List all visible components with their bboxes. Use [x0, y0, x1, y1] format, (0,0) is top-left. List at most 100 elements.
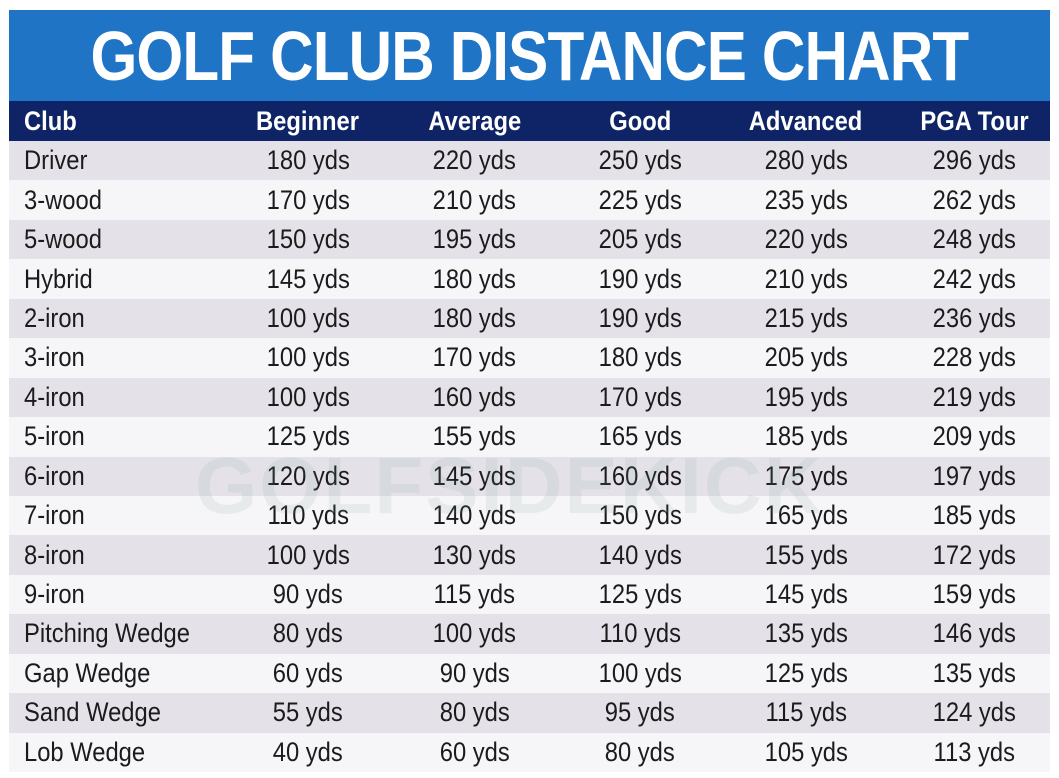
distance-cell: 180 yds — [571, 342, 709, 373]
distance-cell: 228 yds — [904, 342, 1044, 373]
cell-text: 120 yds — [266, 460, 350, 491]
distance-cell: 110 yds — [571, 618, 709, 649]
distance-cell: 195 yds — [711, 382, 901, 413]
cell-text: 160 yds — [598, 460, 682, 491]
cell-text: 155 yds — [432, 421, 517, 452]
distance-cell: 135 yds — [904, 658, 1044, 689]
table-row: 2-iron 100 yds 180 yds 190 yds 215 yds 236 yd… — [9, 298, 1050, 339]
table-row: 4-iron 100 yds 160 yds 170 yds 195 yds 219 yd… — [9, 377, 1050, 418]
column-header: Good — [571, 106, 709, 137]
distance-cell: 90 yds — [380, 658, 569, 689]
cell-text: 115 yds — [765, 697, 847, 728]
distance-cell: 170 yds — [571, 382, 709, 413]
distance-cell: 100 yds — [240, 303, 376, 334]
distance-cell: 100 yds — [240, 540, 376, 571]
distance-cell: 110 yds — [240, 500, 376, 531]
distance-cell: 296 yds — [904, 145, 1044, 176]
cell-text: 6-iron — [24, 460, 85, 491]
cell-text: Gap Wedge — [24, 657, 151, 688]
table-row: 7-iron 110 yds 140 yds 150 yds 165 yds 185 yd… — [9, 495, 1050, 536]
cell-text: 100 yds — [266, 302, 350, 333]
distance-cell: 100 yds — [571, 658, 709, 689]
distance-cell: 130 yds — [380, 540, 569, 571]
table-header: Club Beginner Average Good Advanced PGA Tour — [9, 101, 1050, 141]
column-header-label: Average — [428, 105, 521, 136]
cell-text: 100 yds — [598, 657, 682, 688]
cell-text: 8-iron — [24, 539, 85, 570]
cell-text: 220 yds — [432, 145, 517, 176]
cell-text: 80 yds — [439, 697, 510, 728]
distance-cell: 115 yds — [380, 579, 569, 610]
distance-table: Club Beginner Average Good Advanced PGA Tour … — [9, 101, 1050, 772]
cell-text: 80 yds — [604, 736, 676, 767]
distance-cell: 170 yds — [380, 342, 569, 373]
cell-text: 100 yds — [266, 539, 350, 570]
cell-text: 40 yds — [272, 736, 344, 767]
cell-text: 195 yds — [764, 381, 848, 412]
distance-cell: 140 yds — [380, 500, 569, 531]
cell-text: 135 yds — [764, 618, 848, 649]
chart-title: GOLF CLUB DISTANCE CHART — [90, 16, 970, 95]
cell-text: 90 yds — [272, 579, 344, 610]
distance-cell: 80 yds — [240, 618, 376, 649]
club-name-cell: 3-iron — [9, 342, 239, 373]
cell-text: 145 yds — [764, 579, 848, 610]
table-row: Hybrid 145 yds 180 yds 190 yds 210 yds 242 yd… — [9, 259, 1050, 299]
cell-text: Sand Wedge — [24, 697, 161, 728]
cell-text: 220 yds — [764, 224, 848, 255]
cell-text: 95 yds — [604, 697, 676, 728]
cell-text: 80 yds — [272, 618, 344, 649]
club-name-cell: Lob Wedge — [9, 737, 239, 768]
cell-text: 124 yds — [932, 697, 1016, 728]
club-name-cell: 9-iron — [9, 579, 239, 610]
distance-cell: 225 yds — [571, 185, 709, 216]
cell-text: 170 yds — [598, 381, 682, 412]
club-name-cell: Sand Wedge — [9, 697, 239, 728]
cell-text: 7-iron — [24, 500, 85, 531]
cell-text: 205 yds — [598, 224, 682, 255]
club-name-cell: 3-wood — [9, 185, 239, 216]
club-name-cell: Driver — [9, 145, 239, 176]
distance-cell: 159 yds — [904, 579, 1044, 610]
table-row: Driver 180 yds 220 yds 250 yds 280 yds 296 yd… — [9, 141, 1050, 181]
club-name-cell: 5-iron — [9, 421, 239, 452]
cell-text: 135 yds — [932, 657, 1016, 688]
cell-text: 228 yds — [932, 342, 1016, 373]
cell-text: 248 yds — [932, 224, 1016, 255]
distance-cell: 165 yds — [711, 500, 901, 531]
distance-cell: 185 yds — [711, 421, 901, 452]
column-header: Advanced — [711, 106, 901, 137]
distance-cell: 125 yds — [711, 658, 901, 689]
club-name-cell: 7-iron — [9, 500, 239, 531]
distance-cell: 180 yds — [240, 145, 376, 176]
column-header-label: Advanced — [749, 105, 863, 136]
distance-cell: 150 yds — [571, 500, 709, 531]
distance-cell: 175 yds — [711, 461, 901, 492]
cell-text: 172 yds — [932, 539, 1016, 570]
distance-cell: 55 yds — [240, 697, 376, 728]
cell-text: 190 yds — [598, 302, 682, 333]
cell-text: 3-wood — [24, 184, 102, 215]
distance-cell: 210 yds — [380, 185, 569, 216]
column-header-label: Club — [24, 105, 77, 136]
distance-cell: 115 yds — [711, 697, 901, 728]
cell-text: 145 yds — [432, 460, 517, 491]
table-row: 8-iron 100 yds 130 yds 140 yds 155 yds 172 yd… — [9, 535, 1050, 575]
club-name-cell: 2-iron — [9, 303, 239, 334]
distance-cell: 248 yds — [904, 224, 1044, 255]
distance-cell: 155 yds — [711, 540, 901, 571]
distance-cell: 125 yds — [240, 421, 376, 452]
cell-text: 130 yds — [432, 539, 517, 570]
table-row: Sand Wedge 55 yds 80 yds 95 yds 115 yds 124 y… — [9, 693, 1050, 733]
cell-text: 60 yds — [272, 657, 344, 688]
cell-text: 90 yds — [439, 657, 510, 688]
distance-cell: 155 yds — [380, 421, 569, 452]
club-name-cell: Gap Wedge — [9, 658, 239, 689]
cell-text: 110 yds — [267, 500, 349, 531]
distance-cell: 185 yds — [904, 500, 1044, 531]
distance-cell: 209 yds — [904, 421, 1044, 452]
distance-cell: 113 yds — [904, 737, 1044, 768]
cell-text: 2-iron — [24, 302, 85, 333]
cell-text: 5-wood — [24, 224, 102, 255]
cell-text: 165 yds — [764, 500, 848, 531]
